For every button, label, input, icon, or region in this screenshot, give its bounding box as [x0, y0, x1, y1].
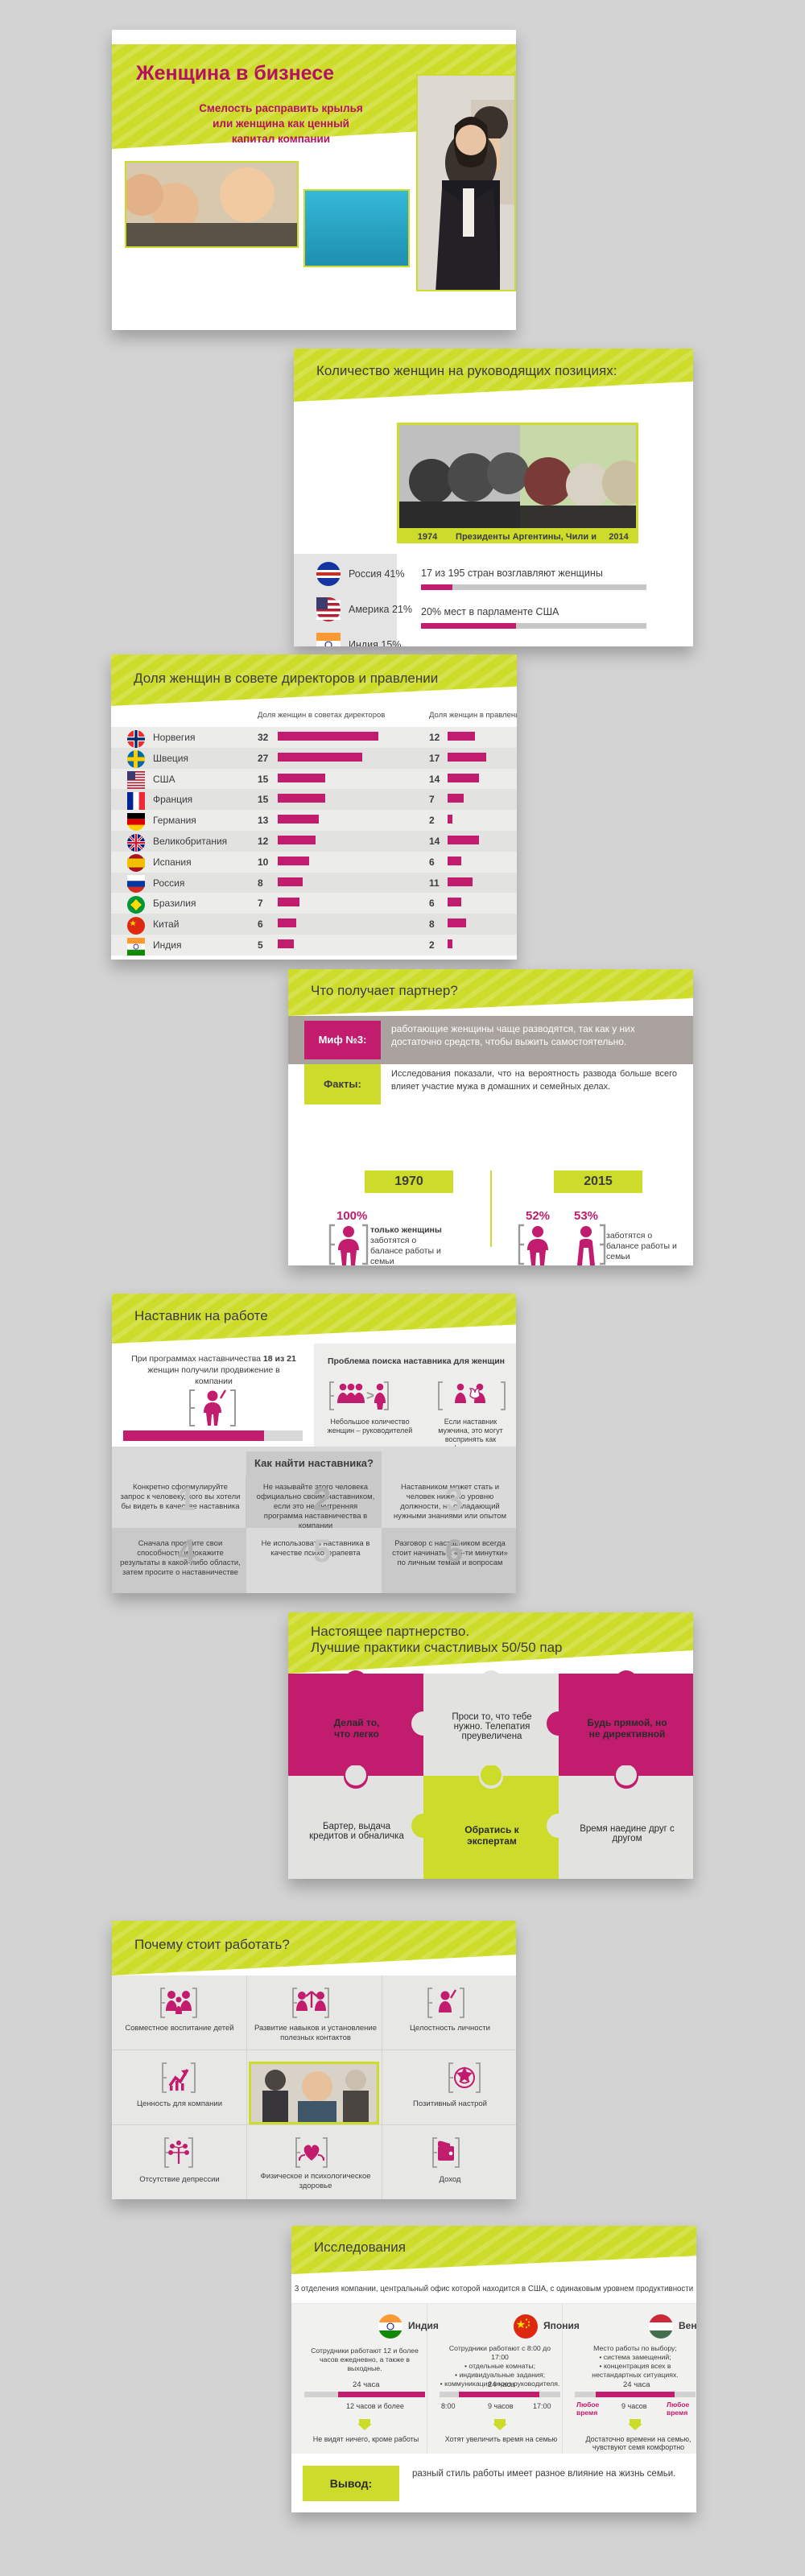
svg-text:>: >: [366, 1388, 374, 1403]
